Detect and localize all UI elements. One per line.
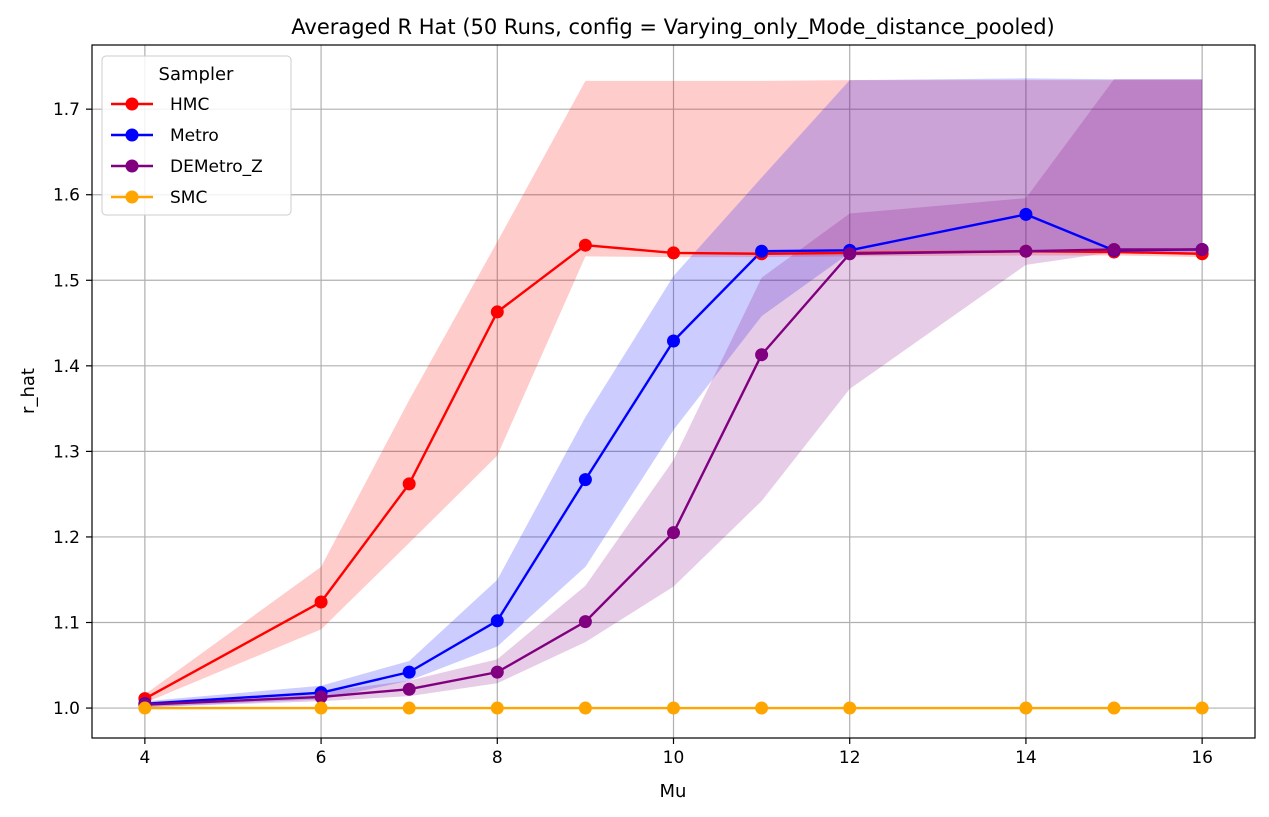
x-tick-label: 12 [839,748,861,768]
point-smc [490,701,504,715]
band-demetro-z [144,79,1203,708]
legend-title: Sampler [159,64,234,85]
point-smc [402,701,416,715]
legend-box [101,55,292,216]
x-axis-label: Mu [660,781,687,802]
series-markers [138,207,1209,715]
point-smc [1195,701,1209,715]
legend-label-smc: SMC [170,188,207,208]
point-demetro-z [578,615,592,629]
point-hmc [578,238,592,252]
legend-marker-demetro-z [125,159,139,173]
point-demetro-z [1107,242,1121,256]
x-tick-label: 4 [139,748,150,768]
x-tick-label: 10 [663,748,685,768]
x-tick-label: 8 [492,748,503,768]
y-tick-label: 1.2 [53,528,80,548]
point-hmc [314,595,328,609]
point-hmc [490,305,504,319]
point-smc [1019,701,1033,715]
x-tick-label: 14 [1015,748,1037,768]
point-metro [402,665,416,679]
point-demetro-z [314,690,328,704]
point-metro [755,244,769,258]
legend-marker-metro [125,128,139,142]
point-metro [667,334,680,348]
point-metro [490,614,504,628]
point-demetro-z [755,348,769,362]
point-smc [314,701,328,715]
band-metro [144,78,1203,708]
x-tick-label: 16 [1191,748,1213,768]
point-demetro-z [402,682,416,696]
legend-marker-smc [125,190,139,204]
band-hmc [144,80,1203,703]
y-tick-label: 1.5 [53,271,80,291]
legend-marker-hmc [125,97,139,111]
x-axis-ticks: 4 6 8 10 12 14 16 [139,738,1213,768]
confidence-bands [144,78,1203,708]
point-demetro-z [1019,244,1033,258]
point-smc [138,701,152,715]
x-tick-label: 6 [316,748,327,768]
legend-label-metro: Metro [170,126,219,146]
legend-label-hmc: HMC [170,95,209,115]
y-tick-label: 1.0 [53,699,80,719]
chart-title: Averaged R Hat (50 Runs, config = Varyin… [291,15,1055,40]
point-demetro-z [490,665,504,679]
point-metro [1019,207,1033,221]
point-smc [843,701,857,715]
y-tick-label: 1.6 [53,186,80,206]
point-hmc [402,477,416,491]
y-axis-label: r_hat [18,368,39,414]
y-axis-ticks: 1.0 1.1 1.2 1.3 1.4 1.5 1.6 1.7 [53,100,92,719]
legend: Sampler HMC Metro DEMetro_Z SMC [101,55,292,216]
point-smc [755,701,769,715]
point-smc [1107,701,1121,715]
y-tick-label: 1.4 [53,357,80,377]
point-hmc [667,246,680,260]
point-demetro-z [843,247,857,261]
y-tick-label: 1.3 [53,442,80,462]
point-smc [578,701,592,715]
point-demetro-z [1195,242,1209,256]
y-tick-label: 1.1 [53,614,80,634]
point-metro [578,473,592,487]
legend-label-demetro-z: DEMetro_Z [170,157,263,177]
y-tick-label: 1.7 [53,100,80,120]
point-smc [667,701,680,715]
point-demetro-z [667,526,680,540]
